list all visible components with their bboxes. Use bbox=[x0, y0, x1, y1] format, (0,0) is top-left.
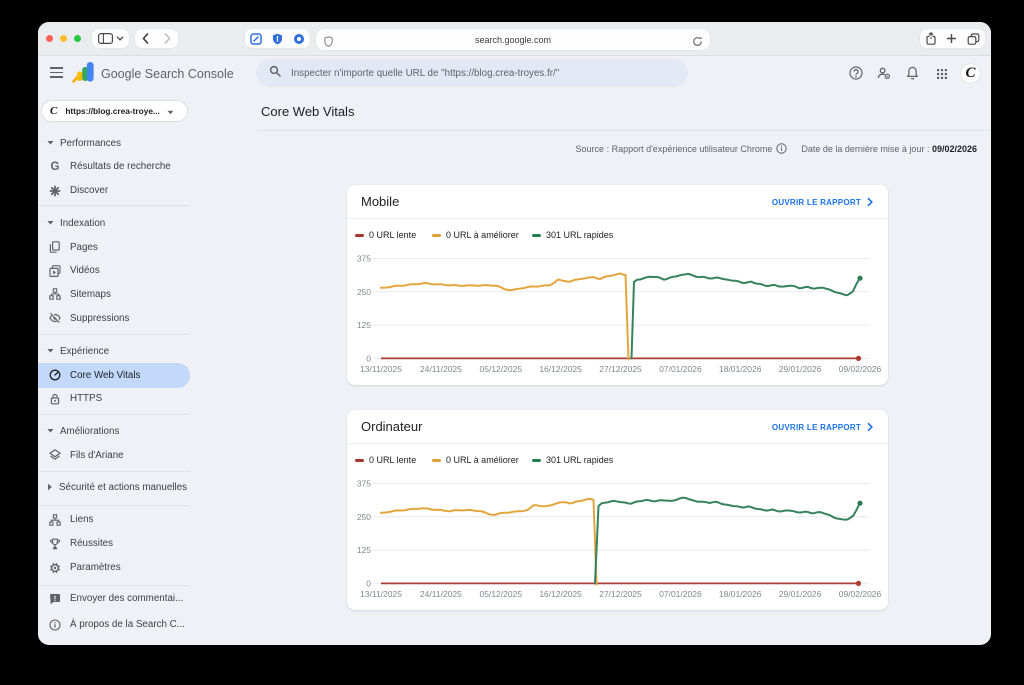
svg-text:16/12/2025: 16/12/2025 bbox=[539, 589, 582, 599]
svg-text:0: 0 bbox=[366, 353, 371, 363]
svg-text:07/01/2026: 07/01/2026 bbox=[659, 364, 702, 374]
svg-text:250: 250 bbox=[357, 512, 371, 522]
svg-text:18/01/2026: 18/01/2026 bbox=[719, 589, 762, 599]
svg-text:29/01/2026: 29/01/2026 bbox=[779, 589, 822, 599]
svg-text:09/02/2026: 09/02/2026 bbox=[839, 364, 882, 374]
svg-text:24/11/2025: 24/11/2025 bbox=[420, 364, 462, 374]
svg-text:16/12/2025: 16/12/2025 bbox=[539, 364, 582, 374]
svg-text:375: 375 bbox=[357, 254, 371, 264]
svg-text:05/12/2025: 05/12/2025 bbox=[480, 364, 523, 374]
svg-text:18/01/2026: 18/01/2026 bbox=[719, 364, 762, 374]
svg-text:125: 125 bbox=[357, 320, 371, 330]
svg-text:07/01/2026: 07/01/2026 bbox=[659, 589, 702, 599]
svg-text:27/12/2025: 27/12/2025 bbox=[599, 589, 642, 599]
svg-text:27/12/2025: 27/12/2025 bbox=[599, 364, 642, 374]
svg-text:13/11/2025: 13/11/2025 bbox=[360, 589, 402, 599]
svg-text:13/11/2025: 13/11/2025 bbox=[360, 364, 402, 374]
svg-text:125: 125 bbox=[357, 545, 371, 555]
svg-text:09/02/2026: 09/02/2026 bbox=[839, 589, 882, 599]
svg-text:250: 250 bbox=[357, 287, 371, 297]
svg-text:0: 0 bbox=[366, 578, 371, 588]
svg-text:375: 375 bbox=[357, 479, 371, 489]
svg-text:05/12/2025: 05/12/2025 bbox=[480, 589, 523, 599]
svg-text:24/11/2025: 24/11/2025 bbox=[420, 589, 462, 599]
svg-text:29/01/2026: 29/01/2026 bbox=[779, 364, 822, 374]
